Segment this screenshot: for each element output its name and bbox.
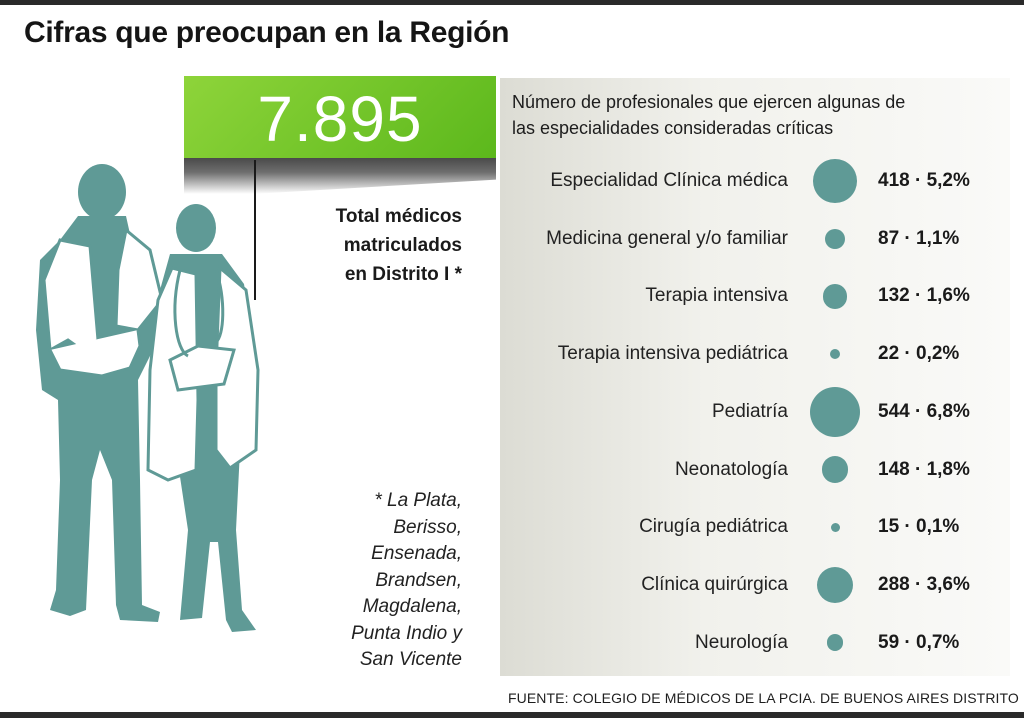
value-bubble <box>830 522 840 532</box>
specialty-row: Especialidad Clínica médica 418 · 5,2% <box>500 159 1020 203</box>
specialty-value: 544 · 6,8% <box>878 400 970 422</box>
specialty-row: Medicina general y/o familiar 87 · 1,1% <box>500 219 1020 259</box>
specialty-value: 148 · 1,8% <box>878 458 970 480</box>
footnote-line: Punta Indio y <box>351 622 462 644</box>
value-bubble <box>829 349 841 360</box>
specialty-value: 59 · 0,7% <box>878 631 960 653</box>
footnote-line: * La Plata, <box>374 490 462 511</box>
specialty-row: Neurología 59 · 0,7% <box>500 623 1020 663</box>
specialty-label: Terapia intensiva pediátrica <box>557 343 788 365</box>
specialty-row: Pediatría 544 · 6,8% <box>500 386 1020 437</box>
total-label-line: Total médicos <box>335 206 462 227</box>
specialty-label: Terapia intensiva <box>645 285 788 307</box>
specialty-row: Neonatología 148 · 1,8% <box>500 450 1020 490</box>
total-label-line: matriculados <box>343 235 462 256</box>
specialty-row: Clínica quirúrgica 288 · 3,6% <box>500 565 1020 605</box>
specialty-label: Cirugía pediátrica <box>639 516 788 538</box>
footnote-line: San Vicente <box>359 649 462 670</box>
footnote-line: Berisso, <box>393 516 462 538</box>
page-title: Cifras que preocupan en la Región <box>24 16 510 49</box>
specialty-label: Clínica quirúrgica <box>641 573 788 595</box>
specialty-value: 132 · 1,6% <box>878 285 970 307</box>
specialty-value: 22 · 0,2% <box>878 343 960 365</box>
specialties-panel <box>500 78 1010 676</box>
value-bubble <box>822 284 848 309</box>
bubble-chart: Especialidad Clínica médica 418 · 5,2% Med… <box>500 150 1020 675</box>
specialty-label: Especialidad Clínica médica <box>550 170 788 191</box>
specialty-row: Cirugía pediátrica 15 · 0,1% <box>500 507 1020 547</box>
value-bubble <box>810 386 860 437</box>
specialty-value: 87 · 1,1% <box>878 227 960 249</box>
value-bubble <box>816 566 854 604</box>
district-footnote: * La Plata, Berisso, Ensenada, Brandsen,… <box>300 488 462 674</box>
panel-description: Número de profesionales que ejercen algu… <box>512 89 992 141</box>
specialty-label: Neurología <box>695 631 788 653</box>
total-number: 7.895 <box>257 83 423 155</box>
specialty-value: 418 · 5,2% <box>878 170 970 191</box>
connector-line <box>254 160 256 300</box>
specialty-value: 15 · 0,1% <box>878 516 960 538</box>
total-highlight-box <box>184 76 496 158</box>
specialty-value: 288 · 3,6% <box>878 573 970 595</box>
panel-description-line: Número de profesionales que ejercen algu… <box>512 92 906 112</box>
highlight-shadow <box>184 158 496 194</box>
specialty-label: Neonatología <box>674 458 788 480</box>
panel-description-line: las especialidades consideradas críticas <box>512 118 834 138</box>
footnote-line: Brandsen, <box>375 569 462 591</box>
top-rule <box>0 0 1024 5</box>
specialty-label: Medicina general y/o familiar <box>546 227 788 249</box>
specialty-row: Terapia intensiva pediátrica 22 · 0,2% <box>500 334 1020 374</box>
value-bubble <box>825 228 845 249</box>
footnote-line: Ensenada, <box>371 543 462 564</box>
value-bubble <box>821 456 849 483</box>
specialty-label: Pediatría <box>711 400 788 422</box>
footnote-line: Magdalena, <box>362 596 462 617</box>
value-bubble <box>826 634 844 651</box>
source-note: FUENTE: COLEGIO DE MÉDICOS DE LA PCIA. D… <box>508 690 1024 706</box>
specialty-row: Terapia intensiva 132 · 1,6% <box>500 276 1020 316</box>
total-label-line: en Distrito I * <box>344 264 462 285</box>
bottom-rule <box>0 712 1024 718</box>
value-bubble <box>813 159 857 203</box>
total-label: Total médicos matriculados en Distrito I… <box>262 202 462 289</box>
doctors-silhouette-icon <box>36 164 260 632</box>
